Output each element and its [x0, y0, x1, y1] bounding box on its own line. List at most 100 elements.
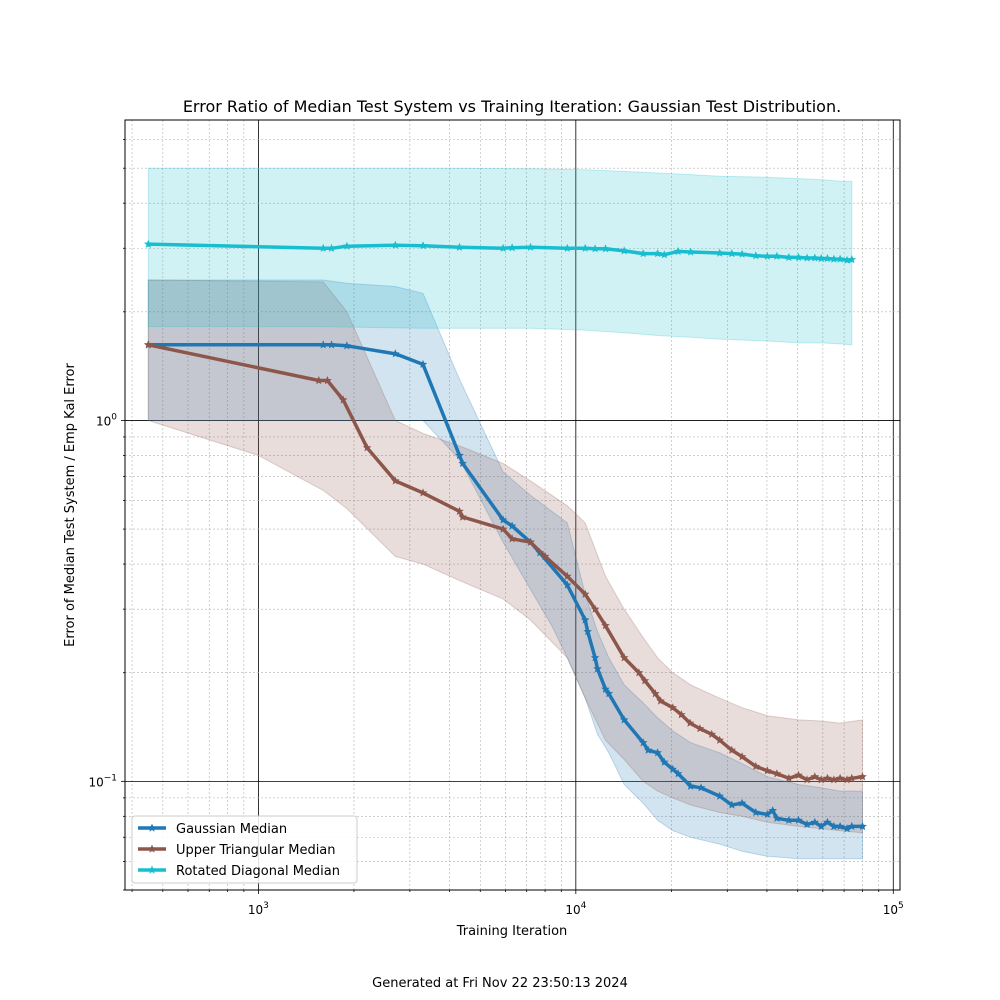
data-point: [668, 764, 677, 773]
data-point: [590, 604, 600, 613]
legend-label: Gaussian Median: [176, 822, 287, 837]
data-point: [563, 580, 572, 589]
data-point: [835, 254, 845, 263]
data-point: [715, 791, 724, 800]
data-point: [817, 821, 826, 831]
data-point: [640, 676, 650, 685]
data-point: [563, 571, 572, 580]
data-point: [563, 243, 572, 252]
data-point: [391, 349, 400, 358]
data-point: [802, 775, 812, 784]
data-point: [784, 252, 794, 261]
data-point: [455, 242, 464, 251]
data-point: [802, 819, 812, 828]
data-point: [526, 242, 535, 251]
data-point: [455, 450, 464, 460]
y-tick-label: 100: [96, 412, 117, 428]
data-point: [707, 729, 716, 738]
data-point: [835, 773, 845, 782]
confidence-band: [147, 167, 853, 346]
data-point: [835, 821, 845, 831]
data-point: [802, 253, 812, 262]
data-point: [829, 821, 839, 831]
data-point: [817, 254, 826, 263]
data-point: [498, 515, 508, 524]
data-point: [677, 710, 686, 719]
generated-timestamp: Generated at Fri Nov 22 23:50:13 2024: [372, 976, 628, 991]
data-point: [772, 251, 782, 260]
x-axis-label: Training Iteration: [456, 924, 568, 939]
legend: Gaussian Median Upper Triangular Median Ro…: [131, 815, 358, 884]
data-point: [673, 246, 683, 256]
data-point: [847, 255, 856, 264]
legend-marker: [147, 865, 157, 874]
data-point: [737, 798, 747, 807]
confidence-bands: [147, 167, 863, 860]
data-point: [794, 815, 803, 824]
data-point: [507, 534, 517, 543]
data-point: [727, 800, 737, 809]
data-point: [656, 696, 665, 705]
axis-ticks: 103 104 105 10−1 100: [88, 139, 904, 917]
data-point: [638, 738, 648, 747]
data-point: [362, 443, 372, 452]
data-point: [847, 821, 856, 831]
x-tick-label: 104: [565, 901, 586, 917]
data-point: [144, 239, 153, 248]
data-point: [823, 773, 832, 782]
data-point: [842, 255, 852, 264]
data-point: [634, 668, 644, 677]
data-point: [810, 817, 820, 826]
data-point: [601, 621, 610, 630]
data-point: [314, 376, 324, 385]
data-point: [751, 251, 761, 260]
data-point: [619, 715, 629, 724]
x-tick-label: 103: [248, 901, 269, 917]
confidence-band: [147, 279, 863, 834]
data-point: [810, 772, 820, 781]
legend-label: Rotated Diagonal Median: [176, 864, 340, 879]
data-point: [772, 769, 782, 778]
data-point: [653, 748, 662, 757]
data-point: [823, 254, 832, 263]
data-point: [318, 340, 328, 349]
data-point: [810, 253, 820, 262]
legend-marker: [147, 844, 157, 853]
data-point: [318, 243, 328, 252]
legend-box: [131, 815, 358, 884]
data-point: [768, 806, 777, 815]
data-point: [638, 249, 648, 258]
data-point: [751, 808, 761, 817]
data-point: [823, 817, 832, 826]
data-point: [715, 248, 724, 257]
data-point: [604, 689, 614, 698]
data-point: [342, 341, 352, 350]
data-point: [784, 815, 794, 824]
data-point: [660, 250, 669, 259]
data-point: [794, 252, 803, 261]
data-point: [858, 772, 867, 781]
series-line: [148, 343, 863, 831]
data-point: [418, 241, 428, 250]
data-point: [327, 340, 336, 349]
data-point: [498, 243, 508, 252]
data-point: [794, 770, 803, 779]
data-point: [391, 240, 400, 249]
data-point: [619, 246, 629, 255]
data-point: [619, 653, 629, 662]
data-point: [695, 724, 705, 733]
data-point: [763, 809, 772, 818]
data-point: [784, 773, 794, 782]
data-point: [829, 775, 839, 784]
data-point: [653, 249, 662, 258]
data-point: [583, 627, 592, 636]
data-point: [342, 241, 352, 250]
data-point: [144, 340, 153, 349]
legend-label: Upper Triangular Median: [176, 843, 336, 858]
data-point: [727, 745, 737, 754]
legend-marker: [147, 823, 157, 832]
data-point: [847, 773, 856, 782]
data-point: [829, 254, 839, 263]
data-point: [338, 395, 348, 404]
data-point: [418, 488, 428, 497]
